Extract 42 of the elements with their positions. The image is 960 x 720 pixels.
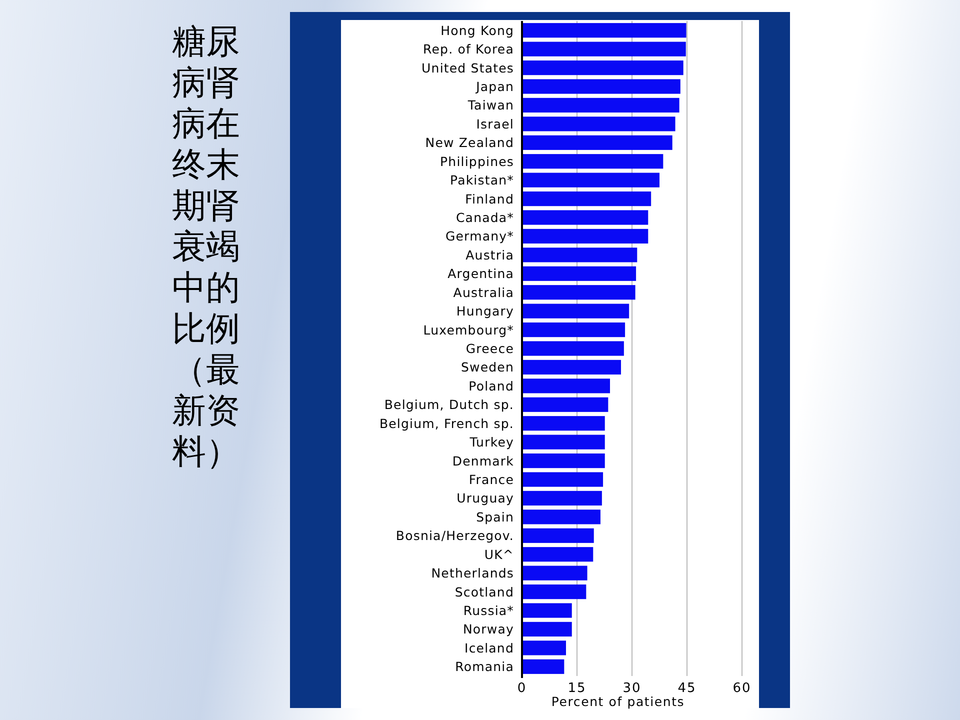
y-tick-label: Hungary — [456, 304, 514, 319]
y-tick-label: New Zealand — [425, 135, 514, 150]
x-tick-label: 0 — [517, 681, 527, 696]
y-tick-label: Denmark — [452, 453, 514, 468]
x-axis-title: Percent of patients — [551, 694, 685, 709]
y-tick-label: Austria — [466, 247, 514, 262]
y-tick-label: Romania — [455, 659, 514, 674]
y-tick-label: Scotland — [454, 584, 514, 600]
y-tick-label: Turkey — [468, 434, 514, 450]
y-tick-label: Bosnia/Herzegov. — [396, 528, 514, 544]
x-tick-label: 45 — [678, 681, 696, 696]
y-tick-label: Canada* — [456, 210, 514, 225]
y-tick-label: Philippines — [440, 154, 514, 169]
y-tick-label: Belgium, Dutch sp. — [384, 397, 514, 412]
y-tick-label: Spain — [476, 509, 514, 524]
y-tick-label: Rep. of Korea — [423, 42, 514, 57]
y-tick-label: Taiwan — [466, 98, 514, 113]
x-tick-label: 60 — [732, 681, 752, 696]
y-tick-label: Germany* — [445, 228, 514, 244]
y-tick-label: Iceland — [464, 640, 514, 656]
y-tick-label: Uruguay — [456, 490, 514, 506]
y-tick-label: Luxembourg* — [423, 322, 514, 338]
y-tick-label: Argentina — [448, 266, 514, 282]
y-tick-label: Belgium, French sp. — [379, 416, 514, 431]
y-tick-label: Greece — [466, 341, 514, 356]
y-tick-label: Israel — [476, 116, 514, 132]
y-tick-label: Poland — [468, 378, 514, 394]
chart-title: 糖尿病肾病在终末期肾衰竭中的比例（最新资料） — [172, 22, 240, 472]
y-tick-label: France — [468, 472, 514, 487]
y-tick-label: Finland — [465, 191, 514, 206]
y-tick-label: UK^ — [484, 546, 514, 562]
y-tick-label: United States — [422, 60, 514, 76]
y-tick-label: Japan — [475, 79, 514, 94]
y-tick-label: Sweden — [461, 360, 514, 375]
y-tick-label: Hong Kong — [440, 22, 514, 38]
y-tick-label: Australia — [453, 284, 514, 300]
x-tick-label: 30 — [622, 681, 642, 696]
y-tick-label: Russia* — [463, 603, 514, 618]
x-tick-label: 15 — [568, 681, 586, 696]
y-tick-label: Netherlands — [431, 566, 514, 581]
y-tick-label: Norway — [462, 622, 514, 637]
y-tick-label: Pakistan* — [450, 172, 514, 188]
